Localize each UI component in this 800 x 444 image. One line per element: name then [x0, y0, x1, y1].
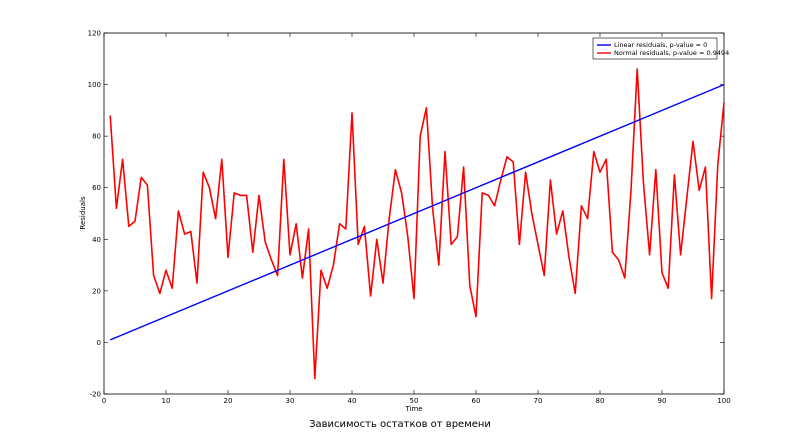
y-tick-label: 20	[92, 287, 101, 295]
chart-caption: Зависимость остатков от времени	[309, 419, 491, 430]
legend-entry-label: Linear residuals, p-value = 0	[614, 41, 707, 49]
x-tick-label: 70	[534, 397, 543, 405]
x-tick-label: 90	[658, 397, 667, 405]
y-tick-label: 80	[92, 133, 101, 141]
y-tick-label: 100	[88, 81, 101, 89]
x-tick-label: 30	[286, 397, 295, 405]
series-normal-residuals-line	[109, 68, 725, 380]
y-axis-label: Residuals	[79, 196, 87, 230]
x-tick-label: 10	[162, 397, 171, 405]
x-tick-label: 0	[102, 397, 106, 405]
y-tick-label: 120	[88, 30, 101, 38]
y-tick-label: 40	[92, 236, 101, 244]
y-tick-label: 0	[97, 339, 101, 347]
legend-entry-label: Normal residuals, p-value = 0.9494	[614, 49, 729, 57]
x-tick-label: 20	[224, 397, 233, 405]
x-tick-label: 40	[348, 397, 357, 405]
x-axis-label: Time	[404, 405, 422, 413]
x-tick-label: 50	[410, 397, 419, 405]
y-tick-label: -20	[90, 391, 101, 399]
series-linear-residuals-line	[109, 83, 725, 341]
x-tick-label: 80	[596, 397, 605, 405]
legend-box	[592, 37, 718, 60]
x-tick-label: 60	[472, 397, 481, 405]
y-tick-label: 60	[92, 184, 101, 192]
x-tick-label: 100	[717, 397, 730, 405]
